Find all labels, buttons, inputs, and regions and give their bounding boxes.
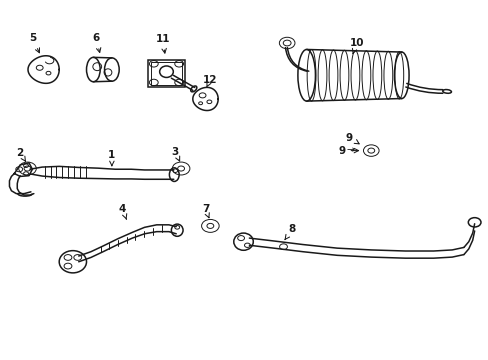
Text: 4: 4	[119, 204, 126, 219]
Text: 1: 1	[108, 150, 115, 166]
Text: 10: 10	[349, 38, 363, 54]
Text: 6: 6	[92, 33, 101, 53]
Text: 9: 9	[338, 145, 358, 156]
Text: 3: 3	[171, 147, 179, 161]
Text: 2: 2	[17, 148, 25, 161]
Text: 8: 8	[285, 225, 295, 240]
Text: 11: 11	[155, 35, 169, 53]
Text: →: →	[346, 145, 354, 156]
Bar	[151, 62, 182, 85]
Text: 5: 5	[29, 33, 40, 53]
Bar	[148, 59, 184, 87]
Text: 7: 7	[202, 204, 209, 218]
Text: 9: 9	[345, 133, 358, 144]
Text: 12: 12	[203, 75, 217, 87]
